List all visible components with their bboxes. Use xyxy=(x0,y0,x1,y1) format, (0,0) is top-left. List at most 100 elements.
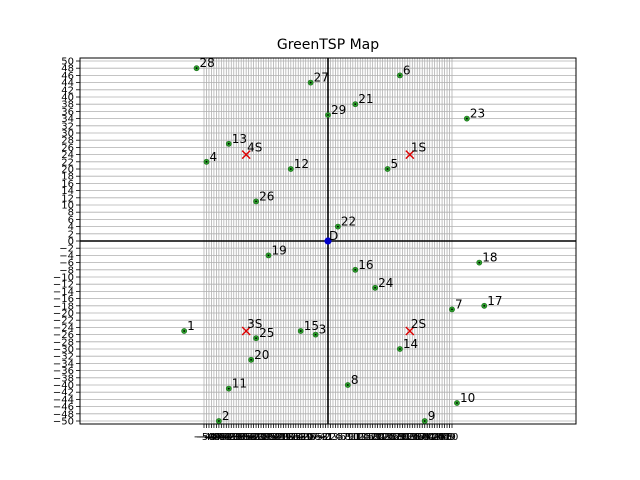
y-tick-label: 30 xyxy=(61,129,74,140)
customer-point-center xyxy=(423,420,426,422)
y-tick-label: −2 xyxy=(59,244,74,255)
point-markers: 1234567891011121314151617181920212223242… xyxy=(181,56,503,424)
customer-label: 8 xyxy=(351,373,359,387)
x-tick-label: −44 xyxy=(208,432,229,443)
x-tick-label: −3 xyxy=(313,432,328,443)
y-tick-label: 46 xyxy=(61,71,74,82)
customer-point-center xyxy=(183,330,186,332)
y-tick-label: 26 xyxy=(61,143,74,154)
station-marker-stroke xyxy=(241,326,251,336)
y-tick-label: −38 xyxy=(53,373,74,384)
x-tick-label: −30 xyxy=(243,432,264,443)
x-tick-label: −43 xyxy=(211,432,232,443)
customer-label: 2 xyxy=(222,409,230,423)
x-tick-label: −40 xyxy=(218,432,239,443)
y-tick-label: 20 xyxy=(61,165,74,176)
customer-point-center xyxy=(346,384,349,386)
customer-point-center xyxy=(205,160,208,163)
y-tick-label: −24 xyxy=(53,323,74,334)
x-tick-label: 13 xyxy=(354,432,367,443)
x-tick-label: 17 xyxy=(364,432,377,443)
y-tick-label: 18 xyxy=(61,172,74,183)
customer-label: 16 xyxy=(358,258,373,272)
x-tick-label: −5 xyxy=(308,432,323,443)
customer-point-center xyxy=(354,268,357,271)
customer-point-center xyxy=(195,67,198,70)
customer-label: 19 xyxy=(271,243,286,257)
y-tick-label: 28 xyxy=(61,136,74,147)
y-tick-label: 0 xyxy=(68,237,74,248)
x-tick-label: 23 xyxy=(379,432,392,443)
y-tick-label: −10 xyxy=(53,273,74,284)
customer-label: 21 xyxy=(358,92,373,106)
x-tick-label: −1 xyxy=(318,432,333,443)
y-tick-label: 42 xyxy=(61,85,74,96)
station-label: 1S xyxy=(411,141,426,155)
y-tick-label: 38 xyxy=(61,100,74,111)
x-tick-label: −21 xyxy=(265,432,286,443)
y-tick-label: 16 xyxy=(61,179,74,190)
customer-label: 10 xyxy=(460,391,475,405)
x-tick-label: 28 xyxy=(391,432,404,443)
y-tick-label: −6 xyxy=(59,258,74,269)
depot-label: D xyxy=(329,229,338,243)
y-tick-label: 44 xyxy=(61,78,74,89)
customer-point-center xyxy=(217,420,220,422)
y-tick-label: −14 xyxy=(53,287,74,298)
y-tick-label: 48 xyxy=(61,64,74,75)
x-tick-label: 30 xyxy=(396,432,409,443)
x-tick-label: 2 xyxy=(330,432,336,443)
x-tick-label: 32 xyxy=(401,432,414,443)
x-tick-label: −17 xyxy=(275,432,296,443)
y-tick-label: 2 xyxy=(68,229,74,240)
x-tick-label: 31 xyxy=(399,432,412,443)
x-tick-label: 43 xyxy=(428,432,441,443)
customer-label: 18 xyxy=(482,251,497,265)
y-tick-label: 40 xyxy=(61,93,74,104)
x-tick-label: −38 xyxy=(223,432,244,443)
x-tick-label: −46 xyxy=(203,432,224,443)
x-tick-label: −24 xyxy=(258,432,279,443)
x-tick-label: 4 xyxy=(335,432,341,443)
x-tick-label: 14 xyxy=(356,432,369,443)
customer-label: 26 xyxy=(259,189,274,203)
x-tick-label: 29 xyxy=(394,432,407,443)
x-tick-label: −45 xyxy=(206,432,227,443)
customer-point-center xyxy=(255,200,257,203)
x-tick-label: 45 xyxy=(433,432,446,443)
y-tick-label: −48 xyxy=(53,409,74,420)
x-tick-label: −6 xyxy=(306,432,321,443)
y-tick-label: 32 xyxy=(61,121,74,132)
y-tick-label: −12 xyxy=(53,280,74,291)
x-tick-label: 26 xyxy=(386,432,399,443)
x-tick-label: −23 xyxy=(260,432,281,443)
station-label: 2S xyxy=(411,317,426,331)
x-tick-label: 25 xyxy=(384,432,397,443)
station-marker-stroke xyxy=(405,150,415,160)
x-tick-label: 19 xyxy=(369,432,382,443)
x-tick-label: −28 xyxy=(248,432,269,443)
x-axis-ticks: −50−49−48−47−46−45−44−43−42−41−40−39−38−… xyxy=(193,424,458,443)
x-tick-label: −8 xyxy=(301,432,316,443)
customer-label: 5 xyxy=(391,157,399,171)
x-tick-label: 33 xyxy=(403,432,416,443)
y-tick-label: −26 xyxy=(53,330,74,341)
x-tick-label: 16 xyxy=(361,432,374,443)
x-tick-label: −18 xyxy=(273,432,294,443)
x-tick-label: −41 xyxy=(216,432,237,443)
station-label: 4S xyxy=(247,141,262,155)
x-tick-label: 22 xyxy=(376,432,389,443)
y-tick-label: −18 xyxy=(53,301,74,312)
customer-point-center xyxy=(250,358,253,361)
x-tick-label: −25 xyxy=(255,432,276,443)
x-tick-label: −7 xyxy=(303,432,318,443)
customer-label: 4 xyxy=(209,150,217,164)
y-tick-label: 24 xyxy=(61,150,74,161)
customer-point-center xyxy=(289,168,292,170)
customer-point-center xyxy=(483,304,486,307)
y-tick-label: 4 xyxy=(68,222,74,233)
x-tick-label: 38 xyxy=(416,432,429,443)
customer-point-center xyxy=(386,168,389,170)
x-tick-label: −36 xyxy=(228,432,249,443)
customer-point-center xyxy=(267,254,270,257)
